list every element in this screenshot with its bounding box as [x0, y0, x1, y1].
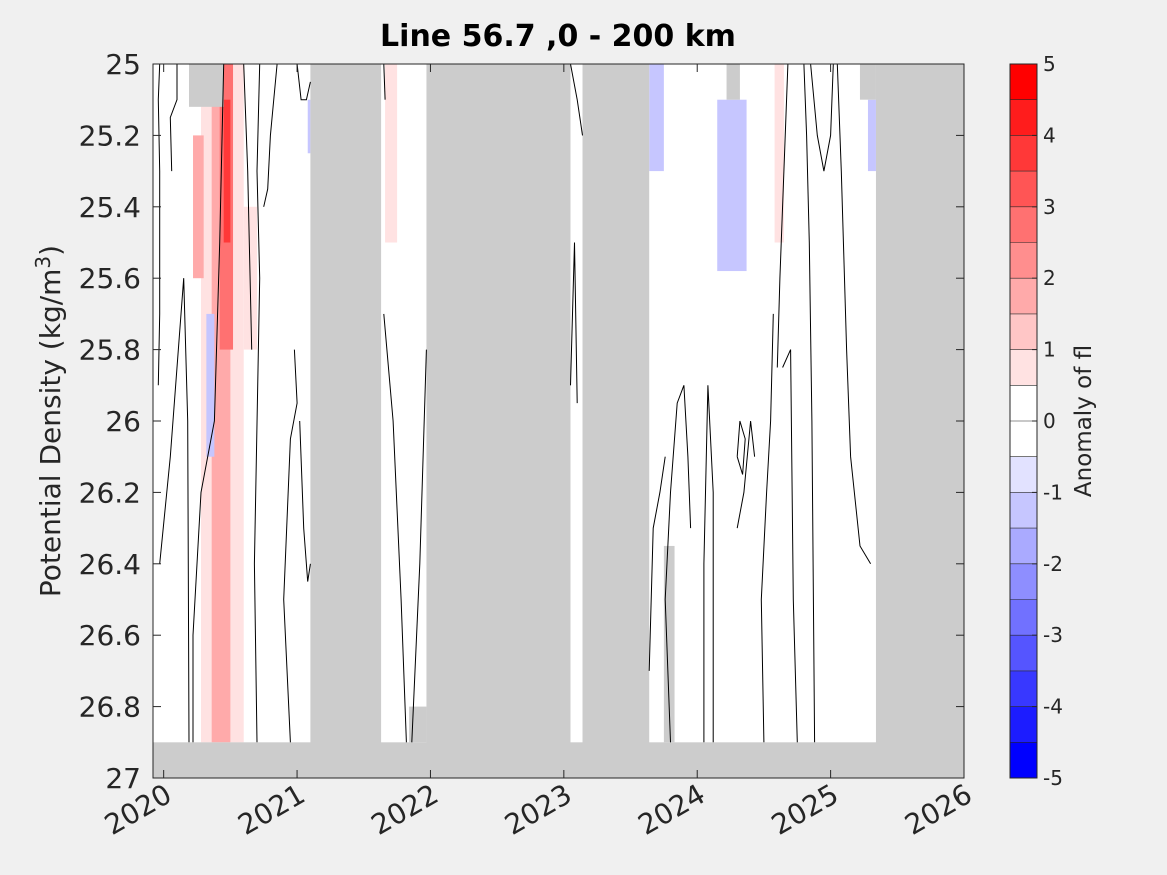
y-tick-label: 25.2 [79, 119, 141, 152]
no-data-region [875, 64, 964, 778]
contour-line [243, 63, 253, 350]
x-tick-label: 2023 [499, 777, 577, 841]
colorbar-segment [1010, 492, 1037, 529]
anomaly-patch [774, 64, 784, 243]
colorbar-tick-label: 0 [1043, 409, 1056, 433]
anomaly-patch [649, 64, 664, 172]
colorbar-segment [1010, 206, 1037, 243]
plot-area [153, 63, 964, 778]
anomaly-patch [223, 99, 231, 243]
colorbar-segment [1010, 171, 1037, 207]
contour-line [263, 63, 278, 207]
contour-line [703, 385, 714, 743]
colorbar-tick-label: -3 [1043, 623, 1063, 647]
anomaly-patch [193, 135, 204, 279]
no-data-region [310, 64, 382, 778]
contour-line [803, 63, 816, 743]
no-data-region [582, 64, 650, 778]
colorbar-tick-label: 1 [1043, 338, 1056, 362]
no-data-region [426, 64, 571, 778]
contour-line [383, 63, 386, 100]
colorbar-segment [1010, 528, 1037, 564]
contour-line [570, 63, 583, 136]
contour-line [736, 420, 756, 529]
colorbar-segment [1010, 670, 1037, 707]
colorbar-tick-label: -5 [1043, 766, 1063, 790]
y-tick-label: 25.4 [79, 191, 141, 224]
y-tick-label: 25 [105, 48, 141, 81]
colorbar-segment [1010, 242, 1037, 279]
colorbar-tick-label: -1 [1043, 480, 1063, 504]
no-data-region [189, 64, 224, 107]
colorbar-segment [1010, 313, 1037, 350]
x-tick-label: 2024 [632, 777, 710, 841]
colorbar-tick-label: 3 [1043, 195, 1056, 219]
y-tick-label: 25.8 [79, 334, 141, 367]
contour-line [253, 63, 261, 743]
colorbar-segment [1010, 635, 1037, 671]
contour-line [776, 63, 789, 368]
contour-line [782, 349, 798, 743]
contour-line [159, 278, 190, 743]
no-data-region [726, 64, 740, 100]
x-tick-label: 2021 [232, 777, 310, 841]
x-tick-label: 2022 [366, 777, 444, 841]
contour-line [296, 63, 311, 101]
x-tick-label: 2025 [766, 777, 844, 841]
colorbar-segment [1010, 135, 1037, 172]
anomaly-patch [385, 64, 398, 243]
contour-line [810, 63, 834, 172]
anomaly-patch [867, 99, 876, 172]
colorbar: 5 4 3 2 1 0 -1 -2 -3 -4 -5 [1009, 52, 1063, 790]
contour-line [157, 63, 161, 386]
colorbar-segment [1010, 278, 1037, 314]
colorbar-segment [1010, 64, 1037, 100]
contour-line [169, 64, 178, 172]
contour-line [760, 313, 774, 743]
colorbar-segment [1010, 99, 1037, 136]
contour-line [411, 349, 427, 743]
no-data-region [663, 545, 675, 743]
colorbar-tick-label: -2 [1043, 552, 1063, 576]
contour-line [283, 349, 298, 743]
contour-line [736, 420, 746, 475]
colorbar-segment [1010, 706, 1037, 743]
contour-line [648, 456, 666, 671]
y-tick-label: 26.2 [79, 476, 141, 509]
colorbar-segment [1010, 456, 1037, 493]
y-tick-label: 25.6 [79, 262, 141, 295]
contour-line [664, 385, 692, 743]
y-tick-label: 26.4 [79, 548, 141, 581]
colorbar-segment [1010, 742, 1037, 778]
colorbar-tick-label: 4 [1043, 123, 1056, 147]
chart-title: Line 56.7 ,0 - 200 km [380, 19, 736, 54]
colorbar-segment [1010, 599, 1037, 636]
contour-line [383, 313, 407, 743]
y-tick-label: 27 [105, 762, 141, 795]
colorbar-segment [1010, 385, 1037, 421]
anomaly-patch [717, 99, 747, 272]
colorbar-segment [1010, 421, 1037, 457]
y-tick-label: 26.6 [79, 619, 141, 652]
anomaly-patch [206, 313, 215, 457]
y-tick-label: 26 [105, 405, 141, 438]
contour-line [299, 420, 311, 582]
y-tick-label: 26.8 [79, 691, 141, 724]
contour-line [192, 63, 225, 743]
no-data-region [859, 64, 876, 100]
colorbar-label: Anomaly of fl [1071, 345, 1097, 497]
contour-line [570, 242, 578, 404]
colorbar-tick-label: -4 [1043, 695, 1063, 719]
contour-line [836, 63, 872, 565]
colorbar-tick-label: 2 [1043, 266, 1056, 290]
y-axis-label-superscript: 3 [31, 256, 55, 269]
y-axis-label: Potential Density (kg/m3) [31, 245, 67, 597]
colorbar-segment [1010, 349, 1037, 386]
colorbar-tick-label: 5 [1043, 52, 1056, 76]
colorbar-segment [1010, 563, 1037, 600]
anomaly-patch [307, 99, 311, 154]
x-tick-label: 2026 [899, 777, 977, 841]
